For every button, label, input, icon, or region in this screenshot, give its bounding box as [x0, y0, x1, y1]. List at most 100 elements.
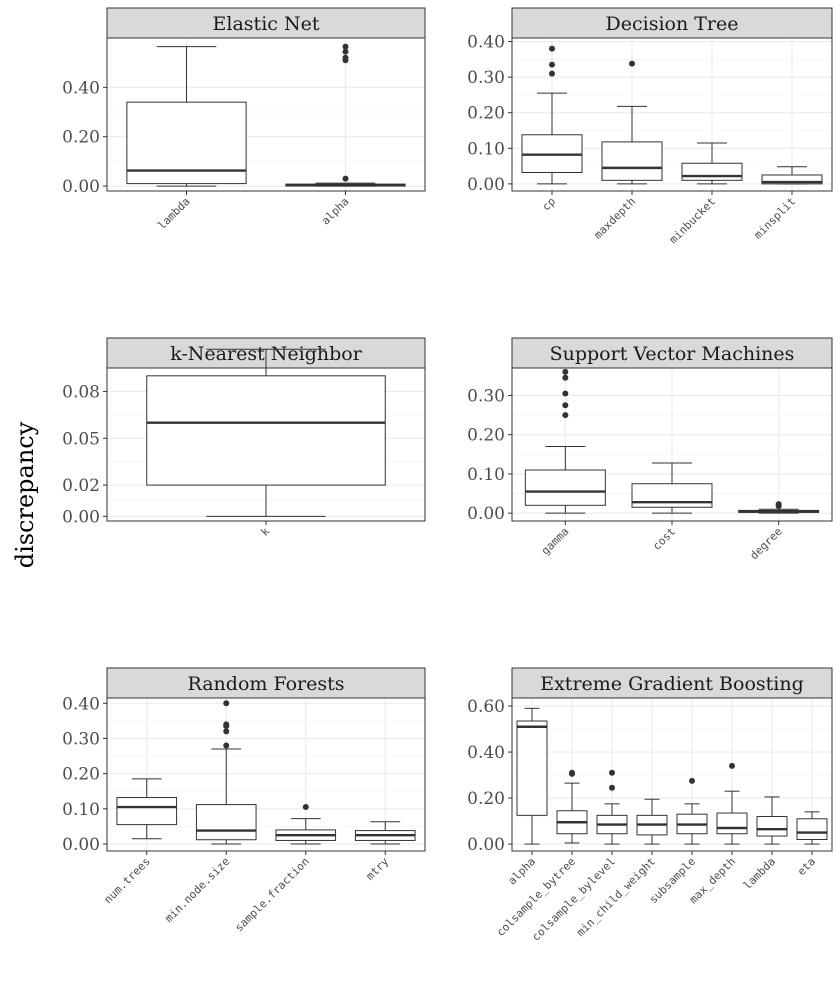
x-tick-label: alpha [506, 855, 539, 888]
iqr-box [761, 174, 823, 185]
y-tick-label: 0.10 [467, 465, 505, 485]
box-colsample_bylevel [596, 769, 628, 845]
outlier-point [569, 769, 575, 776]
outlier-point [549, 70, 555, 77]
iqr-box [601, 141, 663, 181]
y-tick-label: 0.40 [467, 33, 505, 53]
y-tick-label: 0.08 [62, 382, 100, 402]
x-tick-label: gamma [539, 525, 572, 558]
outlier-point [223, 700, 230, 707]
iqr-box [631, 483, 713, 508]
outlier-point [562, 402, 569, 409]
y-tick-label: 0.00 [62, 835, 100, 855]
panel-border [511, 37, 833, 192]
x-tick-label: cp [540, 195, 559, 214]
iqr-box [756, 815, 788, 837]
outlier-point [223, 721, 230, 728]
y-tick-label: 0.05 [62, 429, 100, 449]
y-tick-label: 0.20 [467, 426, 505, 446]
box-cp [521, 45, 583, 185]
outlier-point [342, 175, 349, 182]
y-tick-label: 0.00 [467, 504, 505, 524]
iqr-box [116, 797, 178, 826]
box-lambda [126, 46, 247, 187]
outlier-point [302, 804, 309, 811]
x-tick-label: alpha [319, 195, 352, 228]
y-tick-label: 0.20 [467, 789, 505, 809]
outlier-point [562, 374, 569, 381]
facet-title: Decision Tree [606, 13, 739, 35]
outlier-point [609, 769, 615, 776]
iqr-box [146, 375, 386, 486]
outlier-point [223, 742, 230, 749]
outlier-point [549, 45, 555, 52]
outlier-point [562, 368, 569, 375]
y-tick-label: 0.02 [62, 476, 100, 496]
box-alpha [285, 43, 406, 187]
facet-strip [511, 7, 833, 39]
y-tick-label: 0.10 [62, 800, 100, 820]
y-tick-label: 0.40 [62, 694, 100, 714]
facet-panel: Random Forests 0.00 0.10 0.20 0.30 0.40 num.tr… [62, 667, 426, 934]
facet-panel: Decision Tree 0.00 0.10 0.20 0.30 0.40 cp maxde… [467, 7, 833, 246]
box-min.node.size [195, 700, 257, 845]
panel-border [511, 697, 833, 852]
facet-strip [106, 667, 426, 699]
box-mtry [354, 821, 416, 845]
outlier-point [562, 412, 569, 419]
facet-title: Extreme Gradient Boosting [540, 673, 804, 695]
outlier-point [629, 60, 635, 67]
iqr-box [681, 162, 743, 181]
box-cost [631, 462, 713, 514]
box-alpha [516, 707, 548, 845]
y-tick-label: 0.30 [467, 386, 505, 406]
iqr-box [524, 469, 606, 506]
y-tick-label: 0.00 [467, 175, 505, 195]
outlier-point [775, 501, 782, 508]
y-tick-label: 0.30 [62, 729, 100, 749]
outlier-point [549, 61, 555, 68]
box-subsample [676, 777, 708, 845]
facet-title: Elastic Net [213, 13, 320, 35]
x-tick-label: eta [795, 855, 818, 878]
facet-strip [106, 7, 426, 39]
box-lambda [756, 796, 788, 845]
x-tick-label: sample.fraction [232, 855, 311, 934]
iqr-box [796, 818, 828, 840]
outlier-point [342, 48, 349, 55]
y-tick-label: 0.00 [62, 177, 100, 197]
x-tick-label: num.trees [102, 855, 153, 906]
outlier-point [223, 728, 230, 735]
y-tick-label: 0.30 [467, 68, 505, 88]
x-tick-label: lambda [741, 855, 778, 892]
panel-background [107, 698, 425, 851]
box-minbucket [681, 142, 743, 185]
x-tick-label: minsplit [751, 195, 798, 242]
x-tick-label: k [258, 525, 272, 539]
facet-panels: Elastic Net 0.00 0.20 0.40 lambda alpha Decisi… [62, 7, 833, 944]
x-tick-label: min.node.size [162, 855, 232, 925]
facet-title: Random Forests [187, 673, 344, 695]
x-tick-label: lambda [155, 195, 192, 232]
y-tick-label: 0.20 [467, 104, 505, 124]
panel-border [106, 697, 426, 852]
iqr-box [516, 720, 548, 816]
x-tick-label: maxdepth [591, 195, 638, 242]
x-tick-label: degree [747, 525, 784, 562]
box-degree [738, 501, 820, 514]
box-gamma [524, 368, 606, 514]
outlier-point [609, 784, 615, 791]
facet-strip [511, 667, 833, 699]
y-axis-label: discrepancy [11, 421, 39, 568]
facet-strip [511, 337, 833, 369]
outlier-point [342, 54, 349, 61]
x-tick-label: cost [650, 525, 678, 553]
facet-panel: Support Vector Machines 0.00 0.10 0.20 0.30 g… [467, 337, 833, 562]
box-sample.fraction [275, 804, 337, 845]
y-tick-label: 0.10 [467, 139, 505, 159]
box-max_depth [716, 762, 748, 845]
box-min_child_weight [636, 798, 668, 845]
panel-border [106, 37, 426, 192]
facet-title: Support Vector Machines [550, 343, 795, 365]
